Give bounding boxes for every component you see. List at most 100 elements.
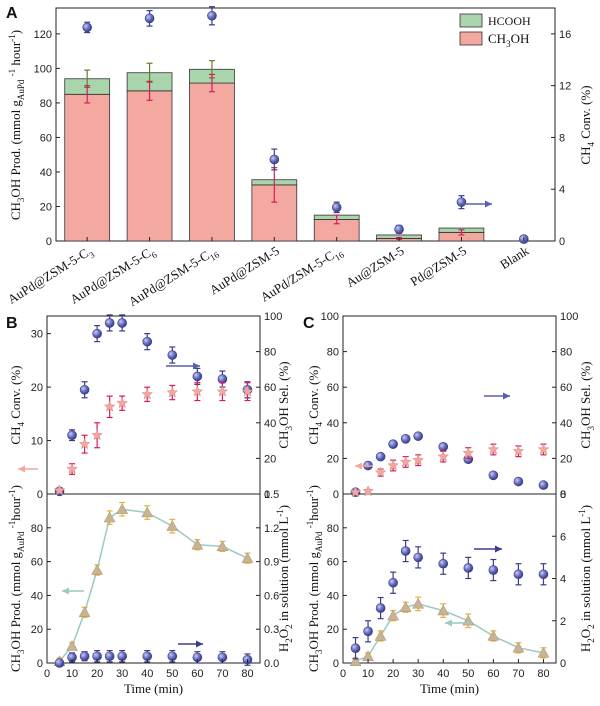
panel-c-prod-point <box>387 609 400 621</box>
panel-c-top-frame <box>342 315 557 495</box>
panel-c-top-left-axis-tick-label: 100 <box>321 311 339 323</box>
panel-a-right-axis-tick-label: 8 <box>559 132 565 144</box>
panel-b-bottom-left-axis-tick-label: 40 <box>31 590 43 602</box>
panel-c-h2o2-point <box>375 603 386 613</box>
panel-c-prod-point <box>412 597 425 609</box>
panel-b-sel-point <box>141 388 154 400</box>
panel-b-top-left-axis-tick-label: 20 <box>31 382 43 394</box>
panel-b-x-tick-label: 50 <box>166 668 178 680</box>
panel-c-conv-point <box>513 476 524 487</box>
panel-c-top-right-axis-tick-label: 100 <box>560 311 578 323</box>
panel-c-bottom-left-axis-tick-label: 20 <box>327 624 339 636</box>
panel-c-prod-point <box>349 655 362 666</box>
panel-b-bottom-left-axis-tick-label: 60 <box>31 557 43 569</box>
panel-a-left-axis-tick-label: 80 <box>40 98 52 110</box>
panel-b-top-left-axis-tick-label: 0 <box>37 489 43 501</box>
panel-c-bottom-frame <box>342 493 557 664</box>
panel-c-bottom-y2-title: H2O2 in solution (mmol L-1) <box>577 505 596 652</box>
panel-b-x-tick-label: 70 <box>216 668 228 680</box>
panel-c-letter: C <box>303 315 315 332</box>
panel-b-top-left-axis-tick-label: 10 <box>31 436 43 448</box>
panel-b-top-y-title: CH4 Conv. (%) <box>8 365 26 444</box>
panel-b-top-right-axis-tick-label: 0 <box>264 489 270 501</box>
panel-b-bottom-right-axis-tick-label: 0.0 <box>264 658 279 670</box>
panel-b-sel-point <box>241 385 254 397</box>
panel-b-prod-point <box>191 538 204 550</box>
panel-b-h2o2-point <box>104 651 115 662</box>
panel-b-x-title: Time (min) <box>124 681 183 696</box>
panel-c-bottom-left-axis-tick-label: 0 <box>333 658 339 670</box>
panel-c-h2o2-point <box>538 569 549 580</box>
legend-label-ch3oh: CH3OH <box>488 31 529 49</box>
panel-b-sel-point <box>166 386 179 398</box>
panel-b-arrow-prod-head <box>62 587 69 595</box>
x-tick-label: Au@ZSM-5 <box>343 243 406 290</box>
panel-b-prod-line <box>58 508 248 662</box>
panel-c-sel-point <box>412 454 425 466</box>
panel-b-conv-point <box>79 384 90 395</box>
point-ch4-conv <box>394 224 404 235</box>
panel-c-prod-point <box>512 641 525 653</box>
panel-b-sel-point <box>216 385 229 397</box>
panel-b-bottom-left-axis-tick-label: 20 <box>31 624 43 636</box>
point-ch4-conv <box>144 13 155 24</box>
panel-c-arrow-sel-head <box>355 462 362 470</box>
panel-b-x-tick-label: 30 <box>116 668 128 680</box>
panel-b-top-right-axis-tick-label: 80 <box>264 347 276 359</box>
panel-c-conv-point <box>538 480 549 490</box>
panel-b-bottom-right-axis-tick-label: 0.6 <box>264 590 279 602</box>
panel-b-bottom-right-axis-tick-label: 0.9 <box>264 557 279 569</box>
panel-a-right-axis-tick-label: 0 <box>559 236 565 248</box>
panel-c-top-right-axis-tick-label: 20 <box>560 453 572 465</box>
panel-b-x-tick-label: 40 <box>141 668 153 680</box>
panel-c-arrow-conv-head <box>503 392 510 400</box>
panel-b-h2o2-point <box>79 651 90 662</box>
panel-c-bottom-right-axis-tick-label: 6 <box>560 531 566 543</box>
panel-b-sel-point <box>66 462 78 475</box>
panel-c-x-tick-label: 10 <box>362 668 374 680</box>
panel-c-bottom-left-axis-tick-label: 60 <box>327 557 339 569</box>
panel-b-conv-point <box>192 371 203 382</box>
panel-b-top-y2-title: CH3OH Sel. (%) <box>276 361 294 448</box>
point-ch4-conv <box>269 154 280 165</box>
panel-a-left-axis-tick-label: 20 <box>40 201 52 213</box>
panel-c-h2o2-point <box>463 563 474 573</box>
panel-b-arrow-sel-head <box>18 465 25 473</box>
panel-c-sel-point <box>487 443 500 455</box>
panel-b-prod-point <box>66 640 78 651</box>
panel-a-left-axis-tick-label: 100 <box>34 63 52 75</box>
panel-b-prod-point <box>241 552 254 563</box>
panel-c-h2o2-point <box>388 577 398 588</box>
panel-b-x-tick-label: 20 <box>91 668 103 680</box>
point-ch4-conv <box>82 22 92 33</box>
panel-c-bottom-right-axis-tick-label: 2 <box>560 616 566 628</box>
legend-label-hcooh: HCOOH <box>488 14 531 28</box>
panel-c-sel-point <box>362 485 374 497</box>
panel-b-top-right-axis-tick-label: 100 <box>264 311 282 323</box>
panel-c-sel-point <box>399 455 412 467</box>
panel-c-bottom-left-axis-tick-label: 80 <box>327 523 339 535</box>
panel-b-bottom-right-axis-tick-label: 1.2 <box>264 523 279 535</box>
panel-c-bottom-y-title: CH3OH Prod. (mmol gAuPd -1hour-1) <box>305 485 324 672</box>
panel-b-bottom-left-axis-tick-label: 80 <box>31 523 43 535</box>
panel-c-x-title: Time (min) <box>420 681 479 696</box>
panel-b-prod-point <box>141 506 154 518</box>
panel-c-top-left-axis-tick-label: 0 <box>333 489 339 501</box>
panel-c-top-left-axis-tick-label: 20 <box>327 453 339 465</box>
panel-c-sel-point <box>374 466 387 478</box>
panel-c-conv-point <box>488 470 499 481</box>
legend-swatch-ch3oh <box>459 31 483 46</box>
panel-c-top-y2-title: CH3OH Sel. (%) <box>578 361 596 448</box>
panel-c-sel-point <box>462 446 475 459</box>
panel-c-top-left-axis-tick-label: 40 <box>327 418 339 430</box>
panel-b-letter: B <box>6 315 18 332</box>
panel-c-x-tick-label: 60 <box>487 668 499 680</box>
panel-b-prod-point <box>116 503 129 514</box>
panel-b-top-left-axis-tick-label: 30 <box>31 329 43 341</box>
panel-c-prod-point <box>437 604 450 616</box>
panel-c-conv-point <box>400 434 411 444</box>
panel-c-h2o2-point <box>350 643 361 654</box>
panel-b-sel-point <box>53 484 66 496</box>
panel-c-top-left-axis-tick-label: 80 <box>327 347 339 359</box>
